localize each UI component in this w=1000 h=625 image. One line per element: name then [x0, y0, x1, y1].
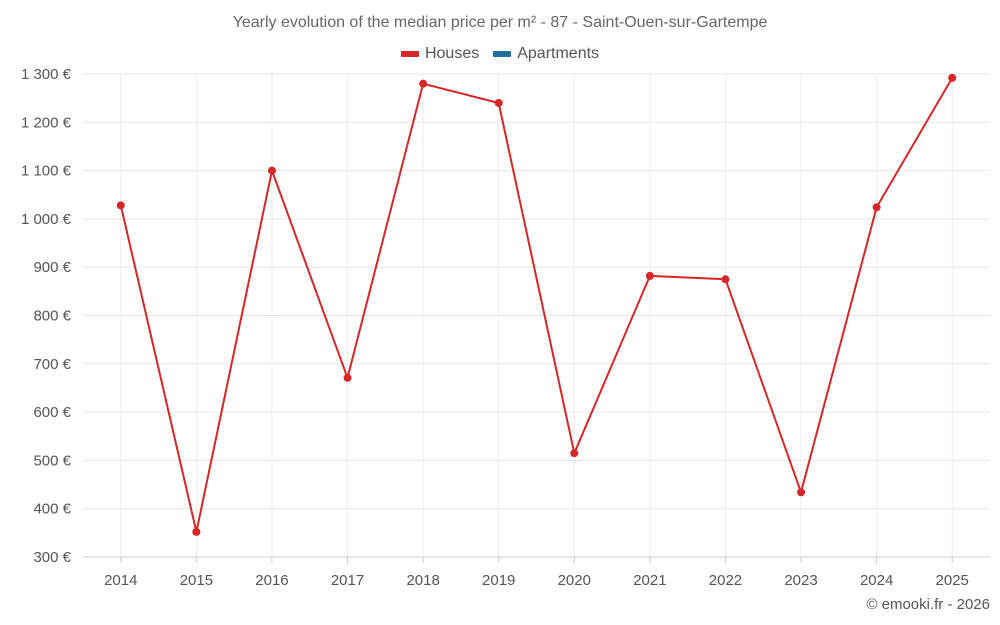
x-tick-label: 2016 [255, 572, 288, 589]
data-point-houses [494, 98, 503, 107]
y-tick-label: 800 € [33, 308, 71, 325]
x-tick-label: 2023 [784, 572, 817, 589]
data-point-houses [872, 203, 881, 212]
data-point-houses [116, 201, 125, 210]
y-tick-label: 700 € [33, 356, 71, 373]
x-tick-label: 2020 [558, 572, 591, 589]
x-tick-label: 2017 [331, 572, 364, 589]
x-tick-label: 2022 [709, 572, 742, 589]
y-tick-label: 1 300 € [21, 66, 72, 83]
axes: 300 € 400 € 500 € 600 € 700 € 800 € 900 € 1 000… [21, 66, 990, 589]
data-point-houses [267, 166, 276, 175]
legend: Houses Apartments [0, 45, 1000, 63]
x-tick-label: 2025 [936, 572, 969, 589]
x-tick-label: 2018 [406, 572, 439, 589]
y-tick-label: 600 € [33, 404, 71, 421]
credit: © emooki.fr - 2026 [866, 596, 990, 613]
data-point-houses [797, 488, 806, 497]
x-tick-label: 2024 [860, 572, 893, 589]
y-tick-label: 1 100 € [21, 163, 72, 180]
data-point-houses [419, 79, 428, 88]
legend-swatch-apartments [493, 51, 512, 57]
y-tick-label: 1 000 € [21, 211, 72, 228]
chart-title: Yearly evolution of the median price per… [232, 14, 768, 31]
series-line-houses [119, 77, 954, 533]
x-tick-label: 2014 [104, 572, 137, 589]
legend-item-apartments[interactable]: Apartments [493, 45, 599, 63]
x-tick-label: 2015 [180, 572, 213, 589]
legend-swatch-houses [400, 51, 419, 57]
x-tick-label: 2021 [633, 572, 666, 589]
data-point-houses [645, 271, 654, 280]
data-point-houses [948, 73, 957, 82]
grid [83, 73, 990, 558]
data-point-houses [343, 373, 352, 382]
y-tick-label: 1 200 € [21, 114, 72, 131]
y-tick-label: 500 € [33, 452, 71, 469]
legend-label-apartments: Apartments [517, 45, 600, 62]
y-tick-label: 900 € [33, 259, 71, 276]
data-point-houses [721, 275, 730, 284]
legend-item-houses[interactable]: Houses [400, 45, 480, 63]
data-point-houses [192, 527, 201, 536]
x-tick-label: 2019 [482, 572, 515, 589]
series-houses [116, 73, 957, 536]
legend-label-houses: Houses [424, 45, 480, 62]
y-tick-label: 300 € [33, 549, 71, 566]
y-tick-label: 400 € [33, 501, 71, 518]
data-point-houses [570, 449, 579, 458]
